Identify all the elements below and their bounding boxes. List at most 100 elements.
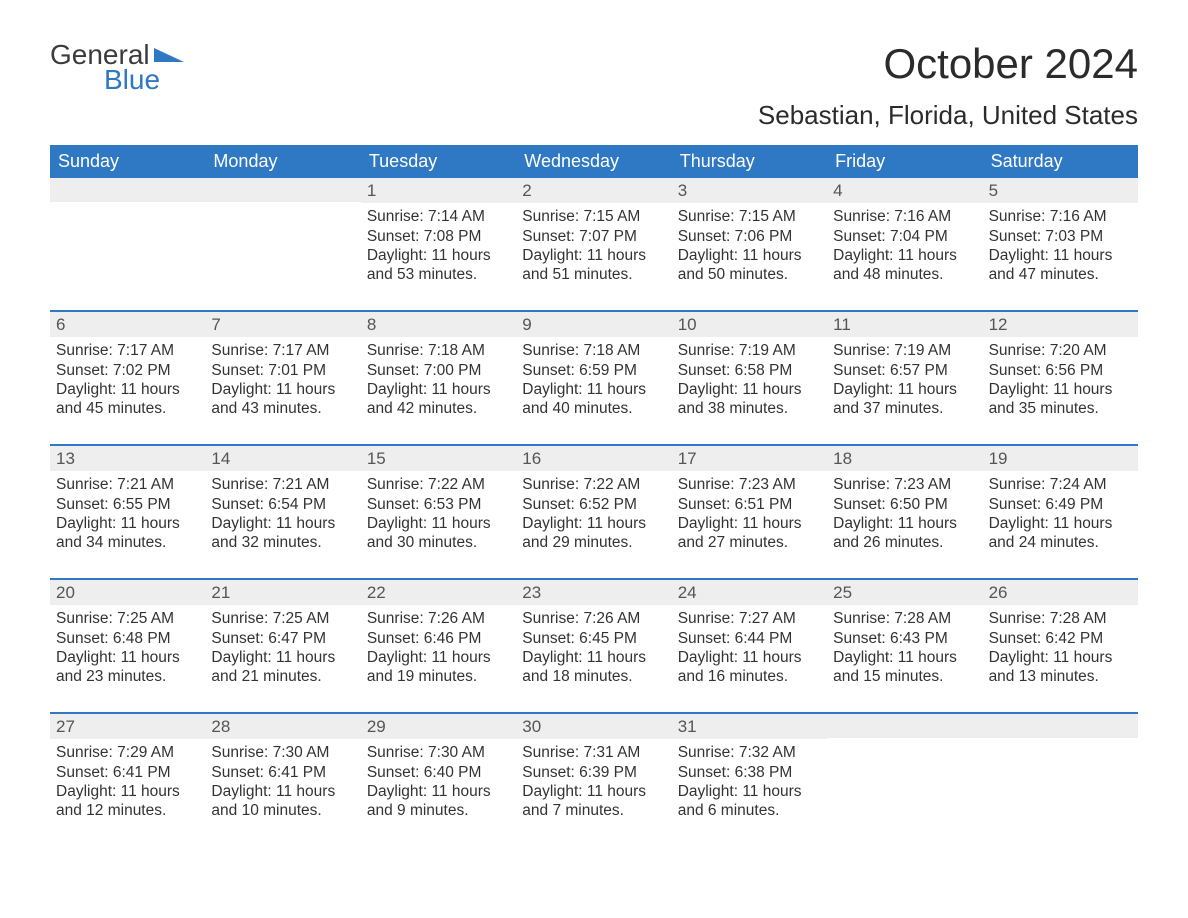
daylight-text: Daylight: 11 hours and 45 minutes. xyxy=(56,380,199,419)
dow-cell: Friday xyxy=(827,145,982,178)
daylight-text: Daylight: 11 hours and 19 minutes. xyxy=(367,648,510,687)
sunset-text: Sunset: 6:41 PM xyxy=(56,763,199,782)
day-number: 26 xyxy=(983,580,1138,605)
sunset-text: Sunset: 7:04 PM xyxy=(833,227,976,246)
day-cell: 20Sunrise: 7:25 AMSunset: 6:48 PMDayligh… xyxy=(50,580,205,702)
logo: General Blue xyxy=(50,40,184,95)
sunrise-text: Sunrise: 7:26 AM xyxy=(367,609,510,628)
daylight-text: Daylight: 11 hours and 10 minutes. xyxy=(211,782,354,821)
sunset-text: Sunset: 6:49 PM xyxy=(989,495,1132,514)
daylight-text: Daylight: 11 hours and 13 minutes. xyxy=(989,648,1132,687)
day-body: Sunrise: 7:15 AMSunset: 7:07 PMDaylight:… xyxy=(516,203,671,295)
day-cell: 1Sunrise: 7:14 AMSunset: 7:08 PMDaylight… xyxy=(361,178,516,300)
daylight-text: Daylight: 11 hours and 42 minutes. xyxy=(367,380,510,419)
sunset-text: Sunset: 6:45 PM xyxy=(522,629,665,648)
day-number: 8 xyxy=(361,312,516,337)
day-cell: 11Sunrise: 7:19 AMSunset: 6:57 PMDayligh… xyxy=(827,312,982,434)
day-cell: 8Sunrise: 7:18 AMSunset: 7:00 PMDaylight… xyxy=(361,312,516,434)
dow-cell: Thursday xyxy=(672,145,827,178)
sunrise-text: Sunrise: 7:19 AM xyxy=(678,341,821,360)
day-cell: 25Sunrise: 7:28 AMSunset: 6:43 PMDayligh… xyxy=(827,580,982,702)
sunrise-text: Sunrise: 7:20 AM xyxy=(989,341,1132,360)
day-cell: 16Sunrise: 7:22 AMSunset: 6:52 PMDayligh… xyxy=(516,446,671,568)
day-number: 10 xyxy=(672,312,827,337)
day-body: Sunrise: 7:19 AMSunset: 6:58 PMDaylight:… xyxy=(672,337,827,429)
day-cell xyxy=(983,714,1138,836)
daylight-text: Daylight: 11 hours and 9 minutes. xyxy=(367,782,510,821)
daylight-text: Daylight: 11 hours and 21 minutes. xyxy=(211,648,354,687)
day-body xyxy=(205,202,360,216)
day-body: Sunrise: 7:16 AMSunset: 7:04 PMDaylight:… xyxy=(827,203,982,295)
day-cell: 4Sunrise: 7:16 AMSunset: 7:04 PMDaylight… xyxy=(827,178,982,300)
daylight-text: Daylight: 11 hours and 15 minutes. xyxy=(833,648,976,687)
day-number: 14 xyxy=(205,446,360,471)
daylight-text: Daylight: 11 hours and 37 minutes. xyxy=(833,380,976,419)
day-number: 9 xyxy=(516,312,671,337)
sunrise-text: Sunrise: 7:21 AM xyxy=(56,475,199,494)
daylight-text: Daylight: 11 hours and 47 minutes. xyxy=(989,246,1132,285)
day-cell xyxy=(50,178,205,300)
sunrise-text: Sunrise: 7:22 AM xyxy=(522,475,665,494)
sunset-text: Sunset: 6:48 PM xyxy=(56,629,199,648)
day-cell: 18Sunrise: 7:23 AMSunset: 6:50 PMDayligh… xyxy=(827,446,982,568)
sunset-text: Sunset: 6:41 PM xyxy=(211,763,354,782)
sunset-text: Sunset: 7:06 PM xyxy=(678,227,821,246)
sunset-text: Sunset: 6:59 PM xyxy=(522,361,665,380)
sunrise-text: Sunrise: 7:30 AM xyxy=(211,743,354,762)
day-number: 25 xyxy=(827,580,982,605)
sunset-text: Sunset: 6:53 PM xyxy=(367,495,510,514)
day-cell xyxy=(205,178,360,300)
sunrise-text: Sunrise: 7:28 AM xyxy=(989,609,1132,628)
day-number: 5 xyxy=(983,178,1138,203)
sunset-text: Sunset: 6:46 PM xyxy=(367,629,510,648)
day-cell: 30Sunrise: 7:31 AMSunset: 6:39 PMDayligh… xyxy=(516,714,671,836)
sunset-text: Sunset: 7:03 PM xyxy=(989,227,1132,246)
day-number: 23 xyxy=(516,580,671,605)
day-body xyxy=(50,202,205,216)
daylight-text: Daylight: 11 hours and 53 minutes. xyxy=(367,246,510,285)
day-number: 31 xyxy=(672,714,827,739)
day-cell: 12Sunrise: 7:20 AMSunset: 6:56 PMDayligh… xyxy=(983,312,1138,434)
day-body xyxy=(827,738,982,752)
day-number: 2 xyxy=(516,178,671,203)
daylight-text: Daylight: 11 hours and 51 minutes. xyxy=(522,246,665,285)
daylight-text: Daylight: 11 hours and 29 minutes. xyxy=(522,514,665,553)
sunrise-text: Sunrise: 7:27 AM xyxy=(678,609,821,628)
day-cell: 6Sunrise: 7:17 AMSunset: 7:02 PMDaylight… xyxy=(50,312,205,434)
day-number: 4 xyxy=(827,178,982,203)
day-number: 3 xyxy=(672,178,827,203)
day-number: 21 xyxy=(205,580,360,605)
day-cell: 3Sunrise: 7:15 AMSunset: 7:06 PMDaylight… xyxy=(672,178,827,300)
day-cell: 7Sunrise: 7:17 AMSunset: 7:01 PMDaylight… xyxy=(205,312,360,434)
sunset-text: Sunset: 6:51 PM xyxy=(678,495,821,514)
day-cell: 13Sunrise: 7:21 AMSunset: 6:55 PMDayligh… xyxy=(50,446,205,568)
day-body: Sunrise: 7:22 AMSunset: 6:52 PMDaylight:… xyxy=(516,471,671,563)
day-cell: 26 Sunrise: 7:28 AMSunset: 6:42 PMDayligh… xyxy=(983,580,1138,702)
day-body: Sunrise: 7:17 AMSunset: 7:02 PMDaylight:… xyxy=(50,337,205,429)
day-body: Sunrise: 7:24 AMSunset: 6:49 PMDaylight:… xyxy=(983,471,1138,563)
day-body: Sunrise: 7:25 AMSunset: 6:48 PMDaylight:… xyxy=(50,605,205,697)
week-row: 27Sunrise: 7:29 AMSunset: 6:41 PMDayligh… xyxy=(50,712,1138,836)
day-number xyxy=(50,178,205,202)
day-number: 30 xyxy=(516,714,671,739)
sunset-text: Sunset: 6:42 PM xyxy=(989,629,1132,648)
sunset-text: Sunset: 6:56 PM xyxy=(989,361,1132,380)
sunset-text: Sunset: 6:55 PM xyxy=(56,495,199,514)
sunset-text: Sunset: 6:50 PM xyxy=(833,495,976,514)
sunrise-text: Sunrise: 7:30 AM xyxy=(367,743,510,762)
day-number: 28 xyxy=(205,714,360,739)
day-body: Sunrise: 7:20 AMSunset: 6:56 PMDaylight:… xyxy=(983,337,1138,429)
daylight-text: Daylight: 11 hours and 16 minutes. xyxy=(678,648,821,687)
sunrise-text: Sunrise: 7:18 AM xyxy=(522,341,665,360)
day-body: Sunrise: 7:19 AMSunset: 6:57 PMDaylight:… xyxy=(827,337,982,429)
sunrise-text: Sunrise: 7:26 AM xyxy=(522,609,665,628)
daylight-text: Daylight: 11 hours and 23 minutes. xyxy=(56,648,199,687)
sunrise-text: Sunrise: 7:25 AM xyxy=(56,609,199,628)
sunrise-text: Sunrise: 7:23 AM xyxy=(833,475,976,494)
day-cell: 17Sunrise: 7:23 AMSunset: 6:51 PMDayligh… xyxy=(672,446,827,568)
day-body: Sunrise: 7:31 AMSunset: 6:39 PMDaylight:… xyxy=(516,739,671,831)
sunrise-text: Sunrise: 7:21 AM xyxy=(211,475,354,494)
day-cell: 22Sunrise: 7:26 AMSunset: 6:46 PMDayligh… xyxy=(361,580,516,702)
daylight-text: Daylight: 11 hours and 32 minutes. xyxy=(211,514,354,553)
day-body: Sunrise: 7:26 AMSunset: 6:46 PMDaylight:… xyxy=(361,605,516,697)
